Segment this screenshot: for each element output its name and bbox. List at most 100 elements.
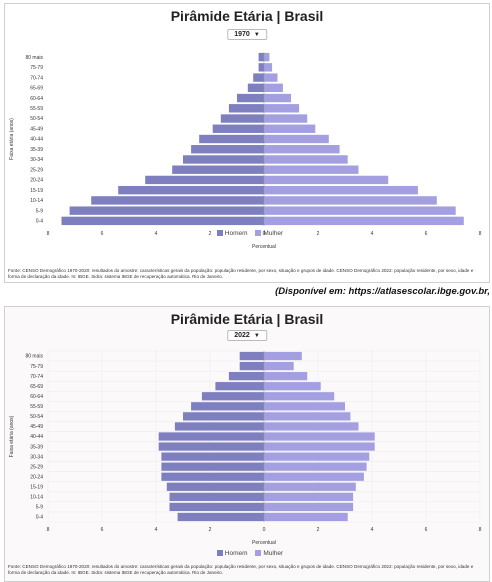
chevron-down-icon: ▼ xyxy=(253,32,260,38)
year-select-value: 2022 xyxy=(234,332,250,339)
chart-title: Pirâmide Etária | Brasil xyxy=(170,311,324,327)
bar-homem xyxy=(69,206,264,215)
legend-swatch-homem[interactable] xyxy=(216,230,223,236)
y-tick-label: 70-74 xyxy=(30,374,43,380)
chart-legend: Homem Mulher xyxy=(5,230,489,237)
bar-homem xyxy=(166,482,264,491)
y-axis-label: Faixa etária (anos) xyxy=(9,118,15,160)
y-tick-label: 60-64 xyxy=(30,394,43,400)
y-tick-label: 40-44 xyxy=(30,434,43,440)
chart-legend: Homem Mulher xyxy=(5,550,489,557)
bar-mulher xyxy=(264,392,335,401)
legend-label-homem[interactable]: Homem xyxy=(224,550,248,557)
x-tick-label: 6 xyxy=(425,527,428,533)
y-tick-label: 0-4 xyxy=(36,219,43,225)
y-tick-label: 10-14 xyxy=(30,198,43,204)
x-tick-label: 8 xyxy=(479,231,482,237)
y-tick-label: 35-39 xyxy=(30,444,43,450)
legend-label-homem[interactable]: Homem xyxy=(224,230,248,237)
bar-mulher xyxy=(264,402,345,411)
y-tick-label: 10-14 xyxy=(30,495,43,501)
bar-homem xyxy=(183,155,264,164)
bar-mulher xyxy=(264,361,294,371)
x-tick-label: 0 xyxy=(263,527,266,533)
y-tick-label: 35-39 xyxy=(30,147,43,153)
y-tick-label: 55-59 xyxy=(30,106,43,112)
bar-mulher xyxy=(264,472,364,481)
legend-swatch-mulher[interactable] xyxy=(255,230,262,236)
bar-mulher xyxy=(264,422,359,431)
bar-mulher xyxy=(264,452,370,461)
y-tick-label: 20-24 xyxy=(30,178,43,184)
legend-label-mulher[interactable]: Mulher xyxy=(263,550,284,557)
y-tick-label: 50-54 xyxy=(30,414,43,420)
population-pyramid-chart: 80 mais75-7970-7465-6960-6455-5950-5445-… xyxy=(9,350,482,546)
bar-homem xyxy=(145,175,264,185)
x-tick-label: 2 xyxy=(317,231,320,237)
bar-mulher xyxy=(264,482,356,491)
y-tick-label: 40-44 xyxy=(30,137,43,143)
year-select[interactable]: 2022 ▼ xyxy=(227,330,267,341)
bar-mulher xyxy=(264,512,348,522)
y-tick-label: 60-64 xyxy=(30,96,43,102)
y-tick-label: 55-59 xyxy=(30,404,43,410)
x-tick-label: 4 xyxy=(371,231,374,237)
bar-homem xyxy=(239,351,264,361)
bar-homem xyxy=(247,83,264,93)
bar-mulher xyxy=(264,372,308,381)
x-tick-label: 8 xyxy=(47,231,50,237)
y-tick-label: 0-4 xyxy=(36,515,43,521)
bar-mulher xyxy=(264,134,329,144)
bar-mulher xyxy=(264,93,291,103)
x-tick-label: 4 xyxy=(155,231,158,237)
bar-homem xyxy=(158,442,264,451)
legend-swatch-mulher[interactable] xyxy=(255,550,262,556)
year-select-value: 1970 xyxy=(234,31,250,38)
bar-homem xyxy=(61,216,264,226)
y-tick-label: 25-29 xyxy=(30,167,43,173)
bar-homem xyxy=(161,472,264,481)
bar-homem xyxy=(174,422,264,431)
bar-mulher xyxy=(264,432,375,441)
source-footnote: Fonte: CENSO Demográfico 1970-2020: resu… xyxy=(8,268,474,279)
bar-mulher xyxy=(264,206,456,215)
y-axis-label: Faixa etária (anos) xyxy=(9,415,15,457)
source-caption: (Disponível em: https://atlasescolar.ibg… xyxy=(275,286,490,297)
bar-homem xyxy=(237,93,264,103)
bar-mulher xyxy=(264,124,316,133)
bar-homem xyxy=(118,185,264,195)
bar-homem xyxy=(258,52,264,62)
chart-title: Pirâmide Etária | Brasil xyxy=(170,8,324,24)
bar-mulher xyxy=(264,73,278,82)
bar-mulher xyxy=(264,412,351,421)
y-tick-label: 45-49 xyxy=(30,424,43,430)
bar-mulher xyxy=(264,442,375,451)
bar-homem xyxy=(172,165,264,174)
x-tick-label: 8 xyxy=(47,527,50,533)
x-tick-label: 2 xyxy=(209,231,212,237)
y-tick-label: 45-49 xyxy=(30,126,43,132)
bar-homem xyxy=(220,114,264,123)
y-tick-label: 80 mais xyxy=(25,55,43,61)
bar-mulher xyxy=(264,165,359,174)
pyramid-panel-1970: Pirâmide Etária | Brasil 1970 ▼ 80 mais 75… xyxy=(4,3,490,283)
y-tick-label: 65-69 xyxy=(30,384,43,390)
bar-mulher xyxy=(264,104,300,113)
bar-mulher xyxy=(264,52,270,62)
y-tick-label: 70-74 xyxy=(30,75,43,81)
bar-homem xyxy=(91,196,264,205)
bar-mulher xyxy=(264,83,283,93)
pyramid-panel-2022: Pirâmide Etária | Brasil 2022 ▼ 80 mais 75… xyxy=(4,306,490,582)
legend-label-mulher[interactable]: Mulher xyxy=(263,230,284,237)
bar-homem xyxy=(212,124,264,133)
bar-mulher xyxy=(264,63,273,72)
source-footnote: Fonte: CENSO Demográfico 1970-2020: resu… xyxy=(8,564,474,575)
bar-mulher xyxy=(264,351,302,361)
bar-homem xyxy=(258,63,264,72)
bar-homem xyxy=(191,145,264,154)
bar-homem xyxy=(228,372,264,381)
y-tick-label: 15-19 xyxy=(30,484,43,490)
bar-homem xyxy=(253,73,264,82)
legend-swatch-homem[interactable] xyxy=(216,550,223,556)
year-select[interactable]: 1970 ▼ xyxy=(227,29,267,40)
